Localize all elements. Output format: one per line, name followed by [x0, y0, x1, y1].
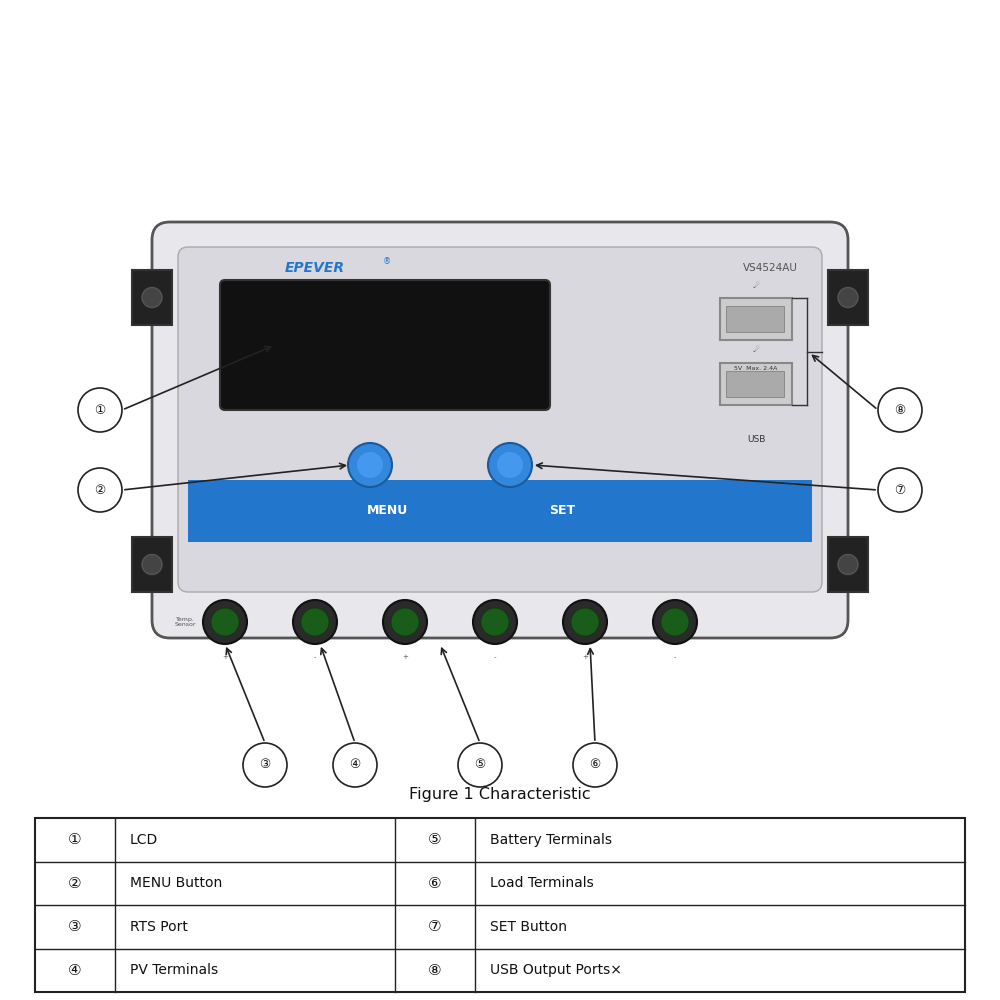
Text: +: +: [402, 654, 408, 660]
Text: ⑥: ⑥: [589, 758, 601, 772]
Circle shape: [301, 608, 329, 636]
Text: Figure 1 Characteristic: Figure 1 Characteristic: [409, 788, 591, 802]
Bar: [188, 480, 812, 542]
FancyBboxPatch shape: [178, 247, 822, 592]
Circle shape: [878, 468, 922, 512]
Circle shape: [78, 388, 122, 432]
Circle shape: [142, 554, 162, 574]
Text: USB Output Ports×: USB Output Ports×: [490, 963, 622, 977]
Circle shape: [142, 288, 162, 308]
Circle shape: [488, 443, 532, 487]
Circle shape: [497, 452, 523, 478]
Bar: [35, 818, 965, 992]
Bar: [720, 298, 792, 340]
Bar: [132, 537, 172, 592]
Text: +: +: [222, 654, 228, 660]
Bar: [720, 363, 792, 405]
Bar: [132, 270, 172, 325]
Text: ⑧: ⑧: [894, 403, 906, 416]
Text: ⑤: ⑤: [474, 758, 486, 772]
Text: ⑦: ⑦: [894, 484, 906, 497]
Circle shape: [348, 443, 392, 487]
Bar: [828, 537, 868, 592]
Circle shape: [211, 608, 239, 636]
Circle shape: [293, 600, 337, 644]
Text: ®: ®: [383, 257, 391, 266]
Text: Battery Terminals: Battery Terminals: [490, 833, 612, 847]
Circle shape: [243, 743, 287, 787]
Text: ⑤: ⑤: [428, 832, 442, 847]
Bar: [828, 270, 868, 325]
Circle shape: [481, 608, 509, 636]
Circle shape: [573, 743, 617, 787]
Bar: [726, 371, 784, 397]
Text: VS4524AU: VS4524AU: [743, 263, 797, 273]
Circle shape: [653, 600, 697, 644]
Text: ④: ④: [68, 963, 82, 978]
Text: ②: ②: [68, 876, 82, 891]
Text: ③: ③: [68, 919, 82, 934]
Text: RTS Port: RTS Port: [130, 920, 188, 934]
Text: LCD: LCD: [130, 833, 158, 847]
Circle shape: [571, 608, 599, 636]
Circle shape: [838, 288, 858, 308]
Text: 5V  Max. 2.4A: 5V Max. 2.4A: [734, 366, 778, 371]
Text: PV Terminals: PV Terminals: [130, 963, 218, 977]
Text: -: -: [494, 654, 496, 660]
Circle shape: [78, 468, 122, 512]
Text: ①: ①: [68, 832, 82, 847]
Circle shape: [333, 743, 377, 787]
Text: ☄: ☄: [752, 346, 760, 355]
Circle shape: [203, 600, 247, 644]
Text: USB: USB: [747, 436, 765, 444]
Circle shape: [473, 600, 517, 644]
Text: -: -: [674, 654, 676, 660]
Bar: [726, 306, 784, 332]
Text: SET Button: SET Button: [490, 920, 567, 934]
Circle shape: [383, 600, 427, 644]
Circle shape: [458, 743, 502, 787]
Text: Load Terminals: Load Terminals: [490, 876, 594, 890]
Circle shape: [563, 600, 607, 644]
Circle shape: [661, 608, 689, 636]
Text: ⑦: ⑦: [428, 919, 442, 934]
Text: MENU Button: MENU Button: [130, 876, 222, 890]
Text: ④: ④: [349, 758, 361, 772]
Text: ②: ②: [94, 484, 106, 497]
Text: ⑥: ⑥: [428, 876, 442, 891]
Text: MENU: MENU: [367, 505, 408, 518]
Circle shape: [391, 608, 419, 636]
Text: Temp.
Sensor: Temp. Sensor: [174, 617, 196, 627]
Text: ③: ③: [259, 758, 271, 772]
FancyBboxPatch shape: [220, 280, 550, 410]
Text: +: +: [582, 654, 588, 660]
Text: -: -: [314, 654, 316, 660]
Circle shape: [878, 388, 922, 432]
Text: SET: SET: [549, 505, 575, 518]
Text: ☄: ☄: [752, 280, 760, 290]
Text: EPEVER: EPEVER: [285, 261, 345, 275]
FancyBboxPatch shape: [152, 222, 848, 638]
Text: ⑧: ⑧: [428, 963, 442, 978]
Circle shape: [357, 452, 383, 478]
Circle shape: [838, 554, 858, 574]
Text: ①: ①: [94, 403, 106, 416]
